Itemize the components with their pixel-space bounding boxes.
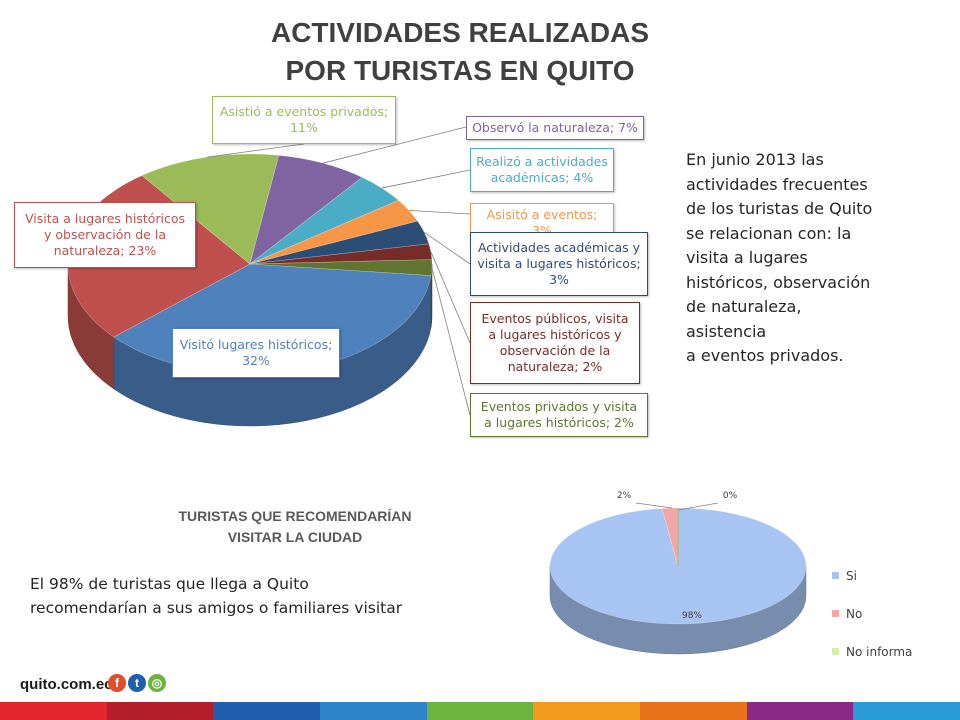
footer-color-stripe	[0, 702, 960, 720]
legend-label-si: Si	[846, 568, 857, 583]
legend-item-no-informa: No informa	[832, 642, 912, 661]
twitter-icon[interactable]: t	[128, 674, 146, 692]
callout-asistio-a-eventos-privados: Asistió a eventos privados; 11%	[212, 96, 396, 144]
leader-line-asisito-a-eventos	[408, 209, 471, 215]
recommend-text-line1: El 98% de turistas que llega a Quito	[30, 575, 309, 593]
leader-line-observo-la-naturaleza	[322, 126, 467, 164]
callout-visita-a-lugares-historicos-y-observacion-de-la-naturaleza: Visita a lugares históricos y observació…	[14, 202, 196, 268]
recommend-title-line1: TURISTAS QUE RECOMENDARÍAN	[178, 508, 412, 524]
facebook-icon[interactable]: f	[108, 674, 126, 692]
chart-title-line1: ACTIVIDADES REALIZADAS	[270, 17, 649, 48]
recommend-label-no-informa: 0%	[723, 491, 738, 501]
footer-stripe-segment	[106, 702, 214, 720]
activities-pie-group	[67, 153, 433, 427]
recommend-text: El 98% de turistas que llega a Quito rec…	[30, 572, 450, 620]
callout-visito-lugares-historicos: Visitó lugares históricos; 32%	[172, 328, 340, 378]
activities-pie-slice-eventos-privados-y-visita-a-lugares-historicos	[249, 259, 433, 276]
instagram-icon[interactable]: ◎	[148, 674, 166, 692]
legend-swatch-si	[832, 572, 839, 579]
chart-title: ACTIVIDADES REALIZADAS POR TURISTAS EN Q…	[200, 14, 720, 90]
recommend-leader-no	[635, 502, 673, 509]
callout-realizo-a-actividades-academicas: Realizó a actividades académicas; 4%	[470, 148, 614, 192]
footer-stripe-segment	[533, 702, 641, 720]
recommend-text-line2: recomendarían a sus amigos o familiares …	[30, 599, 403, 617]
chart-title-line2: POR TURISTAS EN QUITO	[285, 55, 635, 86]
recommend-label-si: 98%	[682, 611, 702, 621]
footer-stripe-segment	[853, 702, 960, 720]
legend-swatch-no-informa	[832, 648, 839, 655]
leader-line-eventos-publicos-visita-a-lugares-historicos-y-observacion-de-la-naturaleza	[430, 251, 471, 344]
footer-stripe-segment	[0, 702, 107, 720]
quito-logo: quito.com.ec	[20, 676, 113, 693]
footer-stripe-segment	[213, 702, 321, 720]
legend-label-no-informa: No informa	[846, 644, 913, 659]
legend-label-no: No	[846, 606, 863, 621]
footer-stripe-segment	[320, 702, 427, 720]
callout-actividades-academicas-y-visita-a-lugares-historicos: Actividades académicas y visita a lugare…	[470, 232, 648, 296]
callout-eventos-privados-y-visita-a-lugares-historicos: Eventos privados y visita a lugares hist…	[470, 393, 648, 437]
legend-item-no: No	[832, 604, 912, 623]
recommend-title-line2: VISITAR LA CIUDAD	[227, 529, 363, 545]
footer-stripe-segment	[640, 702, 747, 720]
footer-stripe-segment	[746, 702, 854, 720]
leader-line-eventos-privados-y-visita-a-lugares-historicos	[431, 267, 471, 416]
callout-observo-la-naturaleza: Observó la naturaleza; 7%	[466, 116, 644, 140]
legend-swatch-no	[832, 610, 839, 617]
recommend-chart-title: TURISTAS QUE RECOMENDARÍAN VISITAR LA CI…	[150, 506, 440, 548]
footer-stripe-segment	[426, 702, 534, 720]
activities-pie-slice-realizo-a-actividades-academicas	[249, 177, 399, 265]
recommend-pie-group	[549, 507, 807, 655]
activities-pie-slice-observo-la-naturaleza	[249, 155, 363, 265]
activities-pie-slice-actividades-academicas-y-visita-a-lugares-historicos	[249, 220, 430, 265]
recommend-leader-no-informa	[677, 502, 719, 511]
callout-eventos-publicos-visita-a-lugares-historicos-y-observacion-de-la-naturaleza: Eventos públicos, visita a lugares histó…	[470, 302, 640, 384]
leader-line-asistio-a-eventos-privados	[206, 143, 305, 158]
summary-text: En junio 2013 las actividades frecuentes…	[686, 150, 873, 365]
activities-pie-slice-eventos-publicos-visita-a-lugares-historicos-y-observacion-de-la-naturaleza	[249, 243, 433, 265]
recommend-label-no: 2%	[617, 491, 632, 501]
recommend-legend: Si No No informa	[832, 566, 912, 680]
legend-item-si: Si	[832, 566, 912, 585]
leader-line-realizo-a-actividades-academicas	[381, 169, 471, 189]
leader-line-actividades-academicas-y-visita-a-lugares-historicos	[424, 231, 471, 265]
